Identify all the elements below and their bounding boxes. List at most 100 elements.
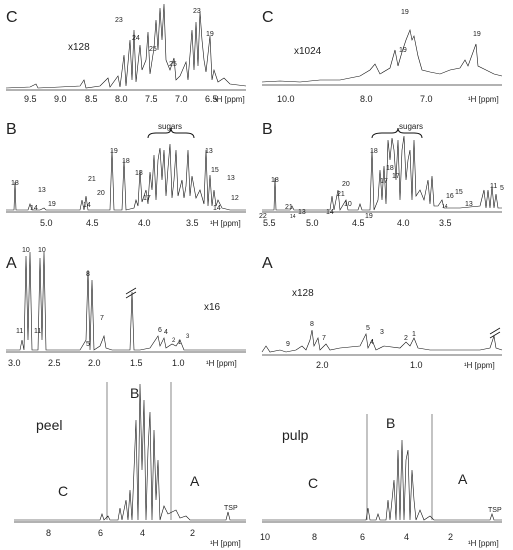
x-tick-labels: 9.5 9.0 8.5 8.0 7.5 7.0 6.5 ¹H [ppm] (24, 94, 245, 104)
panel-right-A: A x128 9 8 7 5 4 3 2 1 2.0 1.0 ¹H [ppm] (261, 255, 503, 370)
spectrum-trace (14, 383, 246, 521)
peak-label: 18 (122, 158, 130, 165)
peak-label: 18 (11, 180, 19, 187)
tick-label: 8 (312, 532, 317, 542)
tick-label: 6 (98, 528, 103, 538)
tick-label: 8.5 (85, 94, 98, 104)
annotation-label: sugars (158, 122, 182, 131)
peak-label: 19 (401, 9, 409, 16)
peak-label: 13 (205, 148, 213, 155)
panel-right-C: C x1024 19 19 19 10.0 8.0 7.0 ¹H [ppm] (261, 9, 503, 104)
reference-label: TSP (488, 507, 502, 514)
peak-labels: 19 19 19 (399, 9, 481, 54)
peak-label: 3 (186, 334, 190, 340)
axis-break-icon (125, 287, 137, 299)
peak-label: 18 (386, 165, 394, 172)
peak-label: 8 (310, 321, 314, 328)
peak-label: 15 (455, 189, 463, 196)
panel-left-B: B sugars 18 13 14 19 21 20 14 19 18 17 1… (6, 121, 246, 228)
peak-label: 11 (34, 328, 41, 335)
sugars-bracket (371, 127, 423, 139)
peak-label: 21 (285, 204, 293, 211)
peak-label: 21 (88, 176, 96, 183)
tick-label: 2.0 (316, 360, 329, 370)
panel-peel: peel C B A TSP 8 6 4 2 ¹H [ppm] (14, 382, 246, 548)
peak-label: 21 (337, 191, 345, 198)
peak-label: 19 (399, 47, 407, 54)
tick-label: 7.0 (175, 94, 188, 104)
axis-unit: ¹H [ppm] (468, 95, 499, 104)
axis-unit: ¹H [ppm] (214, 95, 245, 104)
tick-label: 2 (190, 528, 195, 538)
peak-labels: 23 24 25 25 23 19 (115, 8, 214, 68)
peak-label: 19 (48, 201, 56, 208)
peak-label: 10 (38, 247, 46, 254)
peak-label: 23 (193, 8, 201, 15)
scale-label: x16 (204, 302, 221, 313)
peak-label: 13 (227, 175, 235, 182)
tick-label: 2.0 (88, 358, 101, 368)
sample-title: pulp (282, 427, 309, 443)
peak-label: 8 (86, 271, 90, 278)
tick-label: 3.0 (8, 358, 21, 368)
panel-right-B: B sugars 18 21 14 13 22 20 21 10 14 19 1… (259, 121, 504, 228)
peak-label: 19 (110, 148, 118, 155)
panel-left-C: C x128 23 24 25 25 23 19 9.5 9.0 8.5 8.0… (5, 3, 247, 104)
region-label: B (386, 415, 395, 431)
peak-label: 22 (259, 213, 267, 220)
tick-label: 5.0 (40, 218, 53, 228)
peak-label: 14 (213, 205, 221, 212)
peak-label: 14 (326, 209, 334, 216)
tick-label: 2.5 (48, 358, 61, 368)
x-tick-labels: 10.0 8.0 7.0 ¹H [ppm] (277, 94, 499, 104)
peak-label: 19 (365, 213, 373, 220)
peak-label: 14 (442, 204, 448, 210)
peak-label: 13 (465, 201, 473, 208)
tick-label: 10 (260, 532, 270, 542)
tick-label: 8.0 (360, 94, 373, 104)
peak-label: 5 (366, 325, 370, 332)
reference-label: TSP (224, 505, 238, 512)
x-tick-labels: 10 8 6 4 2 ¹H [ppm] (260, 532, 499, 548)
tick-label: 7.5 (145, 94, 158, 104)
axis-unit: ¹H [ppm] (210, 219, 241, 228)
tick-label: 9.0 (54, 94, 67, 104)
sugars-bracket (147, 127, 195, 139)
axis-unit: ¹H [ppm] (464, 361, 495, 370)
peak-label: 14 (30, 205, 38, 212)
tick-label: 9.5 (24, 94, 37, 104)
peak-label: 25 (169, 61, 177, 68)
peak-label: 19 (473, 31, 481, 38)
spectrum-trace (262, 439, 502, 521)
annotation-label: sugars (399, 122, 423, 131)
scale-label: x128 (68, 42, 90, 53)
scale-label: x1024 (294, 46, 322, 57)
tick-label: 1.5 (130, 358, 143, 368)
region-label: B (130, 385, 139, 401)
peak-label: 16 (446, 193, 454, 200)
peak-label: 4 (370, 339, 374, 346)
x-tick-labels: 2.0 1.0 ¹H [ppm] (316, 360, 495, 370)
tick-label: 6 (360, 532, 365, 542)
spectrum-trace (5, 3, 247, 89)
tick-label: 4 (140, 528, 145, 538)
panel-letter: A (6, 255, 17, 272)
tick-label: 10.0 (277, 94, 295, 104)
spectrum-trace (6, 143, 246, 211)
tick-label: 1.0 (410, 360, 423, 370)
peak-label: 14 (290, 214, 296, 220)
peak-label: 1 (412, 331, 416, 338)
peak-label: 7 (322, 335, 326, 342)
tick-label: 4.5 (352, 218, 365, 228)
axis-unit: ¹H [ppm] (210, 539, 241, 548)
peak-label: 17 (143, 195, 151, 202)
peak-label: 13 (38, 187, 46, 194)
peak-label: 7 (100, 315, 104, 322)
peak-label: 20 (342, 181, 350, 188)
tick-label: 8.0 (115, 94, 128, 104)
peak-label: 18 (135, 170, 143, 177)
peak-label: 2 (172, 338, 176, 344)
peak-label: 13 (298, 209, 306, 216)
tick-label: 4.0 (138, 218, 151, 228)
